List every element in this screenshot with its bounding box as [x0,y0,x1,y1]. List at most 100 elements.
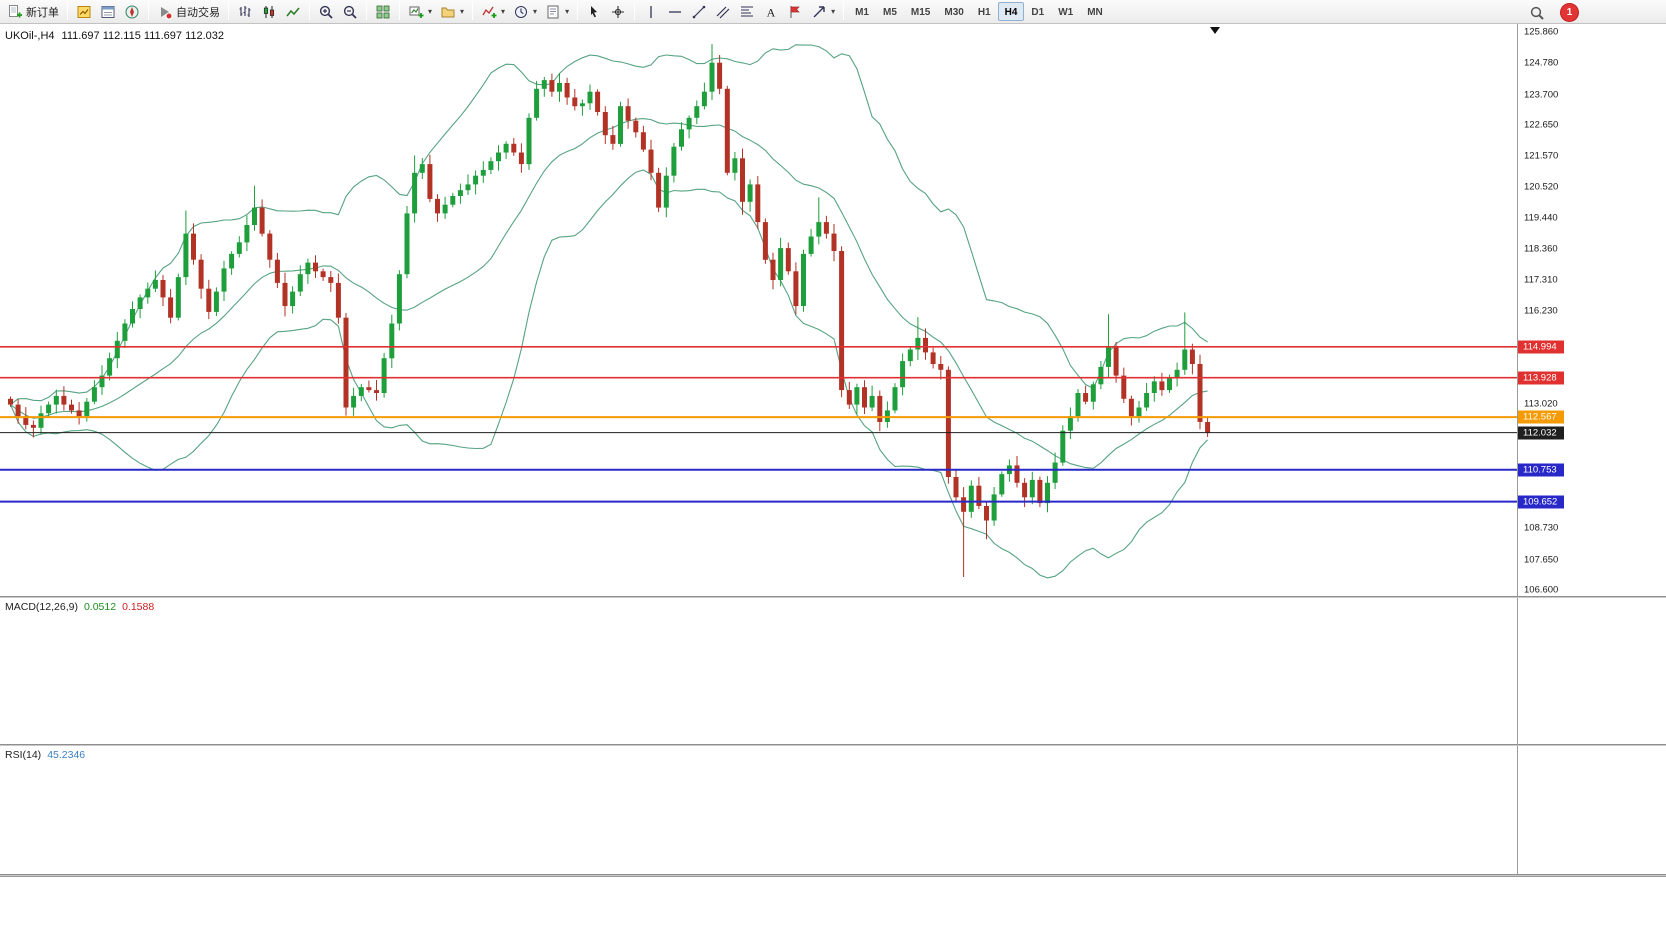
market-watch-icon [76,4,92,20]
rsi-indicator-panel[interactable]: RSI(14) 45.2346 [0,746,1666,874]
caret-down-icon: ▾ [428,7,433,16]
vertical-line-button[interactable] [639,1,663,22]
timeframe-H4-button[interactable]: H4 [997,2,1025,21]
cursor-button[interactable] [582,1,606,22]
price-level-lines[interactable] [0,345,1517,503]
caret-down-icon: ▾ [501,7,506,16]
timeframe-H1-button[interactable]: H1 [977,7,991,18]
navigator-button[interactable] [120,1,144,22]
price-axis-tick: 123.700 [1524,89,1559,101]
data-window-button[interactable] [96,1,120,22]
chart-symbol-period: UKOil-,H4 [5,30,55,42]
trendline-icon [691,4,707,20]
timeframe-M30-button[interactable]: M30 [944,7,964,18]
rsi-axis[interactable] [1517,746,1666,874]
tile-windows-button[interactable] [371,1,395,22]
vline-icon [643,4,659,20]
macd-value: 0.0512 [83,601,117,613]
label-button[interactable] [783,1,807,22]
price-axis-tick: 107.650 [1524,554,1559,566]
market-watch-button[interactable] [72,1,96,22]
trendline-button[interactable] [687,1,711,22]
bollinger-bands [9,44,1208,579]
toolbar-separator [577,3,579,20]
price-axis-tick: 124.780 [1524,57,1559,69]
search-icon [1529,5,1545,21]
price-axis-tick: 121.570 [1524,150,1559,162]
timeframe-D1-button[interactable]: D1 [1031,7,1045,18]
svg-text:A: A [767,5,776,19]
chart-header: UKOil-,H4 111.697 112.115 111.697 112.03… [5,30,224,42]
periods-button[interactable]: ▾ [509,1,541,22]
candlestick-icon [261,4,277,20]
clock-icon [513,4,529,20]
line-chart-icon [285,4,301,20]
profiles-button[interactable]: ▾ [436,1,468,22]
search-button[interactable] [1525,2,1549,23]
price-axis-tick: 118.360 [1524,243,1558,255]
new-order-button[interactable]: 新订单 [3,1,63,22]
horizontal-line-button[interactable] [663,1,687,22]
new-chart-button[interactable]: ▾ [404,1,436,22]
macd-axis[interactable] [1517,598,1666,744]
panel-divider[interactable] [0,744,1666,746]
crosshair-button[interactable] [606,1,630,22]
toolbar-separator [309,3,310,20]
macd-indicator-panel[interactable]: MACD(12,26,9) 0.0512 0.1588 [0,598,1666,744]
text-button[interactable]: A [759,1,783,22]
templates-button[interactable]: ▾ [541,1,573,22]
new-order-button-label: 新订单 [26,6,59,19]
zoom-out-icon [342,4,358,20]
timeframe-MN-button[interactable]: MN [1087,7,1103,18]
price-chart-panel[interactable]: UKOil-,H4 111.697 112.115 111.697 112.03… [0,24,1666,596]
chart-shift-marker-icon[interactable] [1210,27,1220,34]
caret-down-icon: ▾ [460,7,465,16]
line-chart-button[interactable] [281,1,305,22]
new-chart-icon [408,4,424,20]
timeframe-M1-button[interactable]: M1 [855,7,869,18]
price-axis[interactable]: 125.860 124.780 123.700 122.650 121.570 120.5… [1517,24,1666,596]
timeframe-M5-button[interactable]: M5 [883,7,897,18]
fibonacci-button[interactable] [735,1,759,22]
macd-chart [0,598,1517,744]
zoom-in-button[interactable] [314,1,338,22]
rsi-header: RSI(14) 45.2346 [5,749,85,761]
price-axis-tick: 108.730 [1524,522,1559,534]
zoom-out-button[interactable] [338,1,362,22]
main-toolbar: 新订单 自动交易 ▾ ▾ ▾ ▾ ▾ A ▾ M1 M5 M15 M30 H1 H4 D1 W1 MN 1 [0,0,1666,24]
bar-chart-button[interactable] [233,1,257,22]
price-axis-tick: 116.230 [1524,305,1558,317]
channel-button[interactable] [711,1,735,22]
panel-divider[interactable] [0,874,1666,876]
price-level-badge: 110.753 [1518,463,1564,477]
autotrading-button[interactable]: 自动交易 [153,1,224,22]
data-window-icon [100,4,116,20]
arrows-button[interactable]: ▾ [807,1,839,22]
candlestick-chart[interactable] [0,24,1517,596]
toolbar-separator [472,3,474,20]
caret-down-icon: ▾ [533,7,538,16]
toolbar-separator [228,3,229,20]
timeframe-W1-button[interactable]: W1 [1058,7,1074,18]
rsi-label: RSI(14) [5,749,42,761]
crosshair-icon [610,4,626,20]
new-order-icon [7,4,23,20]
template-icon [545,4,561,20]
toolbar-separator [148,3,149,20]
price-level-badge: 112.032 [1518,426,1564,440]
price-axis-tick: 113.020 [1524,398,1558,410]
tile-windows-icon [375,4,391,20]
panel-divider[interactable] [0,596,1666,598]
indicators-button[interactable]: ▾ [477,1,509,22]
text-icon: A [763,4,779,20]
timeframe-M15-button[interactable]: M15 [910,7,931,18]
caret-down-icon: ▾ [565,7,570,16]
fibo-icon [739,4,755,20]
candlesticks [8,43,1211,577]
notifications-badge[interactable]: 1 [1561,4,1578,21]
time-axis[interactable] [0,876,1666,894]
autotrading-button-label: 自动交易 [176,6,220,19]
macd-label: MACD(12,26,9) [5,601,78,613]
candlestick-button[interactable] [257,1,281,22]
price-axis-tick: 125.860 [1524,26,1559,38]
